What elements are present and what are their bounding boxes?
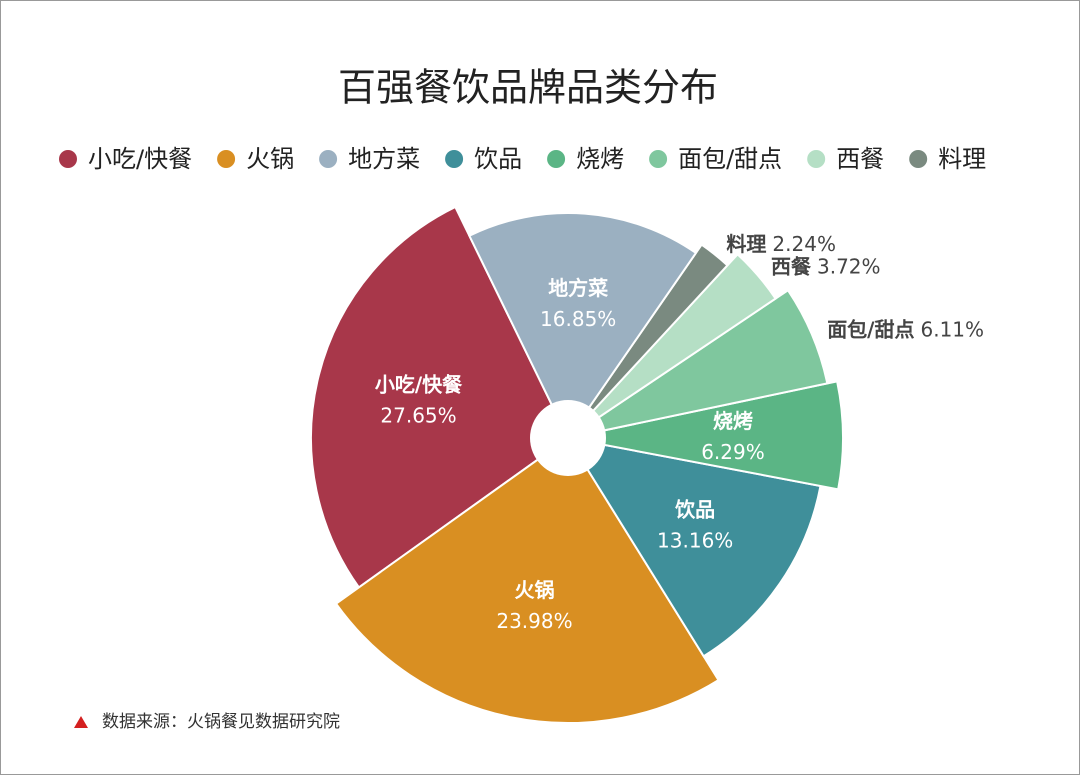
slice-label: 小吃/快餐 [375, 373, 463, 397]
slice-label: 面包/甜点 [827, 317, 914, 341]
chart-title: 百强餐饮品牌品类分布 [338, 66, 718, 110]
legend-label: 料理 [938, 145, 986, 173]
legend-label: 烧烤 [576, 145, 624, 173]
pie-slice [310, 205, 570, 589]
slice-label: 西餐 [771, 254, 812, 278]
pie-slice [567, 252, 777, 439]
slice-value: 2.24% [772, 232, 836, 256]
slice-label: 料理 [726, 232, 766, 256]
legend-marker [59, 150, 77, 168]
slice-label-outer: 料理 2.24% [726, 232, 836, 256]
legend-label: 西餐 [836, 145, 884, 173]
slice-value: 3.72% [817, 254, 881, 278]
pie-slice [567, 288, 829, 439]
slice-label: 饮品 [674, 498, 715, 522]
legend-marker [649, 150, 668, 168]
pie-hole [530, 400, 606, 476]
legend-label: 地方菜 [348, 145, 420, 173]
slice-value: 16.85% [540, 307, 616, 331]
legend-marker [807, 150, 826, 168]
legend-marker [319, 150, 338, 168]
legend-label: 饮品 [474, 145, 522, 173]
slice-label-outer: 面包/甜点 6.11% [827, 317, 984, 341]
slice-value: 6.11% [921, 317, 985, 341]
legend-label: 小吃/快餐 [88, 145, 192, 173]
slice-value: 13.16% [657, 529, 733, 553]
slice-value: 27.65% [380, 404, 456, 428]
pie-slice [567, 243, 729, 439]
pie-slice [334, 436, 720, 724]
legend-marker [445, 150, 464, 168]
slice-label-outer: 西餐 3.72% [771, 254, 881, 278]
source-marker [74, 716, 88, 728]
legend-label: 面包/甜点 [678, 145, 782, 173]
legend-label: 火锅 [246, 145, 294, 173]
pie-slice [565, 436, 822, 658]
pie-slice [468, 212, 698, 440]
legend-marker [217, 150, 236, 168]
legend-marker [909, 150, 928, 168]
source: 数据来源：火锅餐见数据研究院 [102, 712, 340, 732]
slice-value: 6.29% [701, 440, 765, 464]
pie-slice [567, 380, 844, 491]
slice-label: 火锅 [515, 578, 555, 602]
legend-marker [547, 150, 566, 168]
slice-value: 23.98% [496, 609, 572, 633]
slice-label: 地方菜 [548, 276, 608, 300]
slice-label: 烧烤 [713, 409, 753, 433]
